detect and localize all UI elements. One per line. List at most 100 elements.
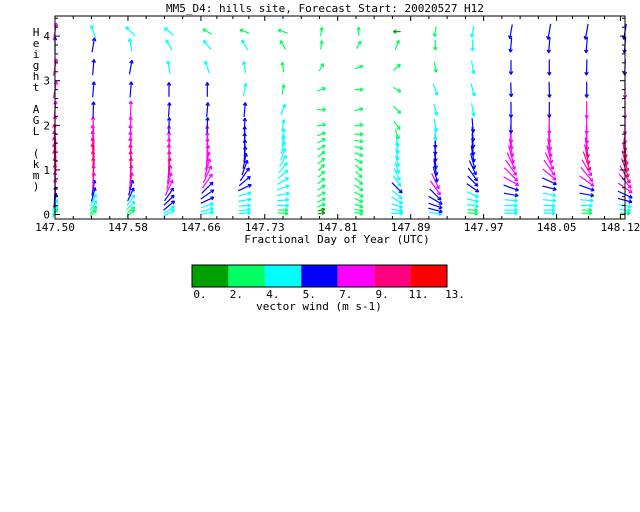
wind-vector <box>200 196 215 204</box>
wind-vector <box>317 197 326 203</box>
wind-vector <box>89 200 98 211</box>
colorbar-tick-label: 0. <box>193 288 206 301</box>
wind-vector <box>392 105 402 114</box>
wind-vector <box>433 103 438 116</box>
wind-vector <box>317 211 326 215</box>
wind-vector-head <box>170 172 173 177</box>
wind-vector-head <box>398 191 403 194</box>
wind-vector-head <box>624 168 629 172</box>
wind-vector-head <box>470 47 474 52</box>
wind-vector <box>281 128 285 141</box>
wind-vector <box>241 39 249 51</box>
wind-vector <box>276 192 290 197</box>
wind-vector <box>433 118 438 132</box>
wind-vector-head <box>133 201 136 206</box>
wind-vector-head <box>359 133 364 137</box>
wind-vector <box>277 212 289 215</box>
wind-vector <box>467 167 478 182</box>
wind-vector-head <box>132 179 135 184</box>
wind-vector <box>206 117 209 134</box>
wind-vector-head <box>471 165 476 170</box>
wind-vector-head <box>131 172 134 177</box>
wind-vector-head <box>583 35 586 40</box>
wind-vector-head <box>207 102 210 106</box>
y-tick-label: 0 <box>43 209 50 222</box>
colorbar-swatch <box>374 265 411 287</box>
wind-vector-head <box>585 154 589 158</box>
wind-vector-head <box>94 187 97 192</box>
wind-vector <box>280 141 286 155</box>
wind-vector-head <box>169 157 172 162</box>
wind-vector <box>279 40 287 50</box>
wind-vector-head <box>589 200 594 203</box>
wind-vector-head <box>172 200 176 205</box>
wind-vector <box>317 208 326 212</box>
wind-vector-head <box>548 160 553 164</box>
colorbar-swatch <box>228 265 265 287</box>
wind-vector-head <box>164 27 169 30</box>
wind-vector-head <box>172 206 175 210</box>
x-tick-label: 147.73 <box>245 221 285 234</box>
wind-vector <box>354 208 364 212</box>
wind-vector-head <box>239 28 244 31</box>
wind-vector <box>541 177 557 185</box>
wind-vector-head <box>552 195 556 198</box>
wind-vector <box>129 101 132 119</box>
wind-vector-head <box>399 212 404 216</box>
wind-vector-head <box>588 173 592 177</box>
wind-vector-head <box>433 158 437 162</box>
vector-field <box>51 22 633 218</box>
wind-vector <box>394 162 400 174</box>
wind-vector-head <box>94 179 97 184</box>
wind-vector-head <box>208 151 211 156</box>
wind-vector-head <box>165 39 170 43</box>
x-tick-label: 147.50 <box>35 221 75 234</box>
wind-vector <box>317 157 326 165</box>
wind-vector-head <box>359 210 364 213</box>
wind-vector-head <box>470 144 474 149</box>
wind-vector <box>353 191 364 198</box>
wind-vector-head <box>204 60 209 64</box>
wind-vector <box>391 196 403 205</box>
wind-vector <box>316 203 326 208</box>
wind-vector <box>202 165 212 184</box>
wind-vector-head <box>95 206 98 210</box>
wind-vector <box>466 183 479 193</box>
wind-vector-head <box>358 169 363 172</box>
wind-vector-head <box>399 210 403 213</box>
colorbar-tick-label: 11. <box>409 288 429 301</box>
wind-vector-head <box>130 81 134 86</box>
wind-vector-head <box>438 211 443 214</box>
wind-vector-head <box>514 205 518 208</box>
wind-vector-head <box>359 148 364 151</box>
wind-vector <box>278 162 288 174</box>
wind-vector <box>201 181 214 194</box>
wind-vector-head <box>286 185 290 189</box>
wind-vector-head <box>358 175 362 179</box>
wind-vector <box>354 123 364 127</box>
wind-vector-head <box>508 71 512 75</box>
wind-vector <box>393 168 401 181</box>
plot-frame <box>54 15 626 220</box>
wind-vector <box>318 63 325 72</box>
wind-vector-head <box>585 161 590 165</box>
x-tick-label: 147.58 <box>108 221 148 234</box>
wind-vector-head <box>211 196 215 201</box>
wind-vector <box>354 158 363 164</box>
wind-vector <box>542 168 557 181</box>
wind-vector-head <box>210 203 214 207</box>
wind-vector-head <box>322 191 326 196</box>
wind-vector <box>125 26 136 37</box>
wind-vector <box>503 176 519 186</box>
wind-vector <box>391 208 403 212</box>
wind-vector-head <box>322 132 326 136</box>
colorbar-swatch <box>192 265 229 287</box>
wind-vector-head <box>247 209 251 213</box>
wind-vector <box>200 207 214 213</box>
wind-vector <box>241 160 248 176</box>
wind-vector <box>391 189 403 200</box>
wind-vector <box>548 37 551 53</box>
wind-vector <box>164 179 174 196</box>
wind-vector <box>354 184 364 192</box>
